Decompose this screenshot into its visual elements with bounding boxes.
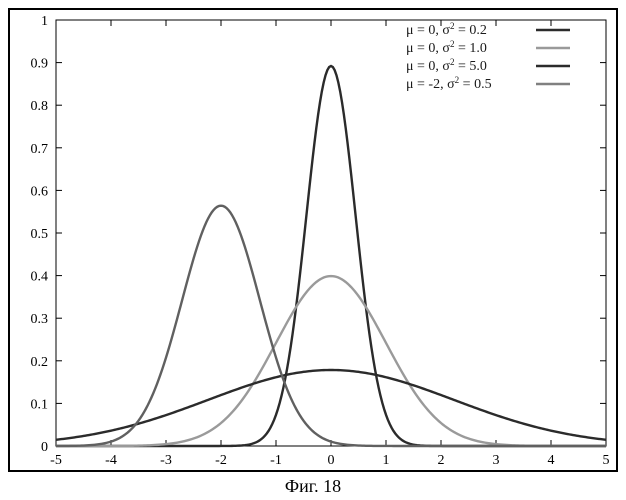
outer-frame [8, 8, 618, 472]
figure-caption: Фиг. 18 [0, 476, 626, 497]
